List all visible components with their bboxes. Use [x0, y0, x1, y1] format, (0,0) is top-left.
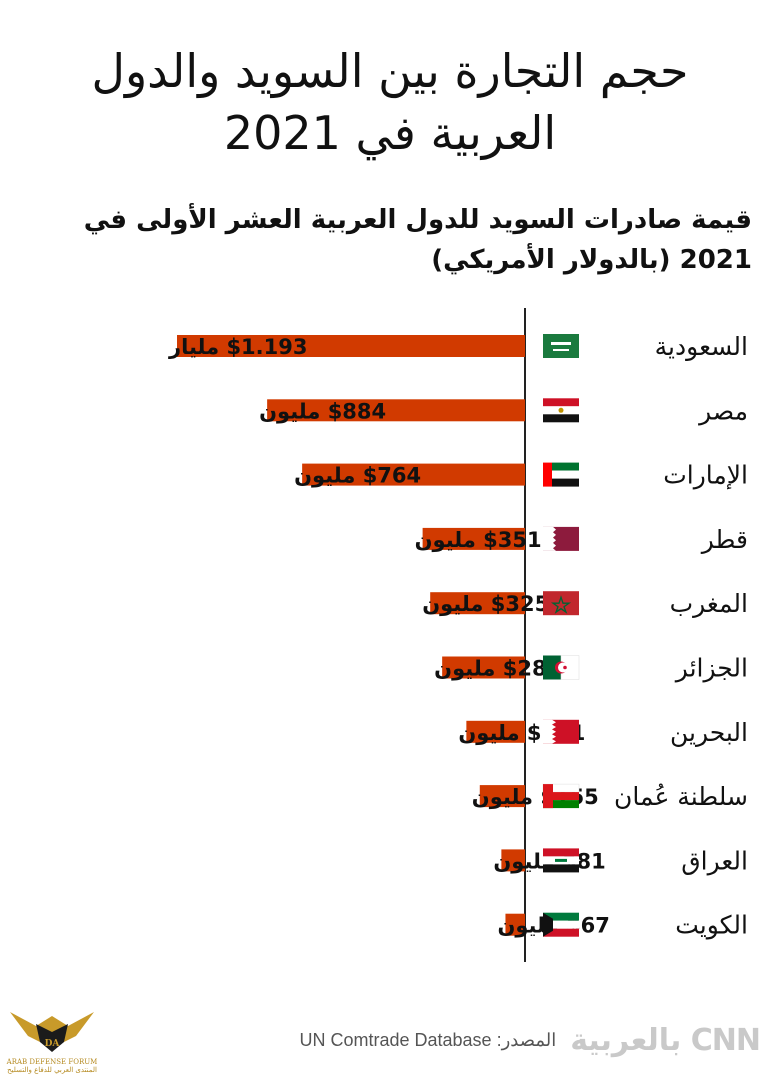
subtitle-line-1: قيمة صادرات السويد للدول العربية العشر ا… — [83, 205, 752, 235]
value-label: $764 مليون — [294, 464, 421, 488]
footer: CNN بالعربية المصدر: UN Comtrade Databas… — [299, 1018, 761, 1062]
category-label: المغرب — [670, 589, 748, 618]
title-line-2: العربية في 2021 — [223, 106, 557, 160]
chart-subtitle: قيمة صادرات السويد للدول العربية العشر ا… — [52, 200, 752, 280]
category-label: العراق — [681, 846, 748, 875]
title-line-1: حجم التجارة بين السويد والدول — [91, 44, 689, 98]
morocco-flag-icon — [543, 591, 579, 616]
oman-flag-icon — [542, 783, 580, 809]
cnn-logo-brand: CNN — [690, 1022, 761, 1058]
bar — [302, 463, 525, 486]
category-label: قطر — [700, 525, 748, 554]
kuwait-flag-icon — [543, 912, 579, 937]
forum-mark: DA — [45, 1039, 61, 1049]
bar — [505, 913, 525, 936]
qatar-flag-icon — [543, 526, 579, 551]
source-credit: المصدر: UN Comtrade Database — [299, 1030, 556, 1051]
bar — [267, 399, 525, 422]
value-label: $884 مليون — [259, 399, 386, 423]
value-label: $1.193 مليار — [168, 335, 307, 359]
egypt-flag-icon — [543, 398, 579, 423]
algeria-flag-icon — [543, 655, 580, 680]
category-label: السعودية — [655, 332, 748, 361]
bar — [442, 656, 525, 679]
forum-name: ARAB DEFENSE FORUM المنتدى العربي للدفاع… — [6, 1058, 98, 1074]
cnn-arabic-logo: CNN بالعربية — [570, 1022, 761, 1058]
page-title: حجم التجارة بين السويد والدول العربية في… — [40, 40, 740, 164]
saudi-flag-icon — [543, 334, 579, 358]
bar — [466, 720, 525, 743]
bar — [479, 785, 525, 808]
arab-defense-forum-watermark: DA ARAB DEFENSE FORUM المنتدى العربي للد… — [6, 1002, 98, 1078]
category-label: الإمارات — [663, 461, 748, 490]
value-label: $325 مليون — [422, 592, 549, 616]
forum-name-en: ARAB DEFENSE FORUM — [6, 1058, 98, 1066]
bahrain-flag-icon — [543, 719, 579, 744]
value-label: $155 مليون — [472, 785, 599, 809]
bar — [422, 527, 525, 550]
forum-emblem-icon: DA — [10, 1012, 94, 1052]
category-label: الجزائر — [674, 654, 748, 683]
bar-chart: $1.193 مليار السعودية $884 مليون مصر $764 مل… — [168, 308, 748, 962]
subtitle-line-2: 2021 (بالدولار الأمريكي) — [431, 245, 752, 275]
bar — [430, 592, 525, 615]
bar — [501, 849, 525, 872]
category-label: البحرين — [670, 718, 748, 747]
category-label: سلطنة عُمان — [614, 782, 748, 811]
category-label: الكويت — [675, 911, 748, 940]
value-label: $351 مليون — [415, 528, 542, 552]
iraq-flag-icon — [543, 848, 579, 873]
source-label: المصدر: — [496, 1029, 557, 1050]
source-name: UN Comtrade Database — [299, 1029, 492, 1050]
value-label: $284 مليون — [434, 657, 561, 681]
cnn-logo-arabic: بالعربية — [570, 1022, 682, 1058]
forum-name-ar: المنتدى العربي للدفاع والتسليح — [7, 1066, 97, 1074]
category-label: مصر — [697, 396, 748, 425]
bar — [177, 335, 525, 357]
uae-flag-icon — [543, 462, 579, 487]
